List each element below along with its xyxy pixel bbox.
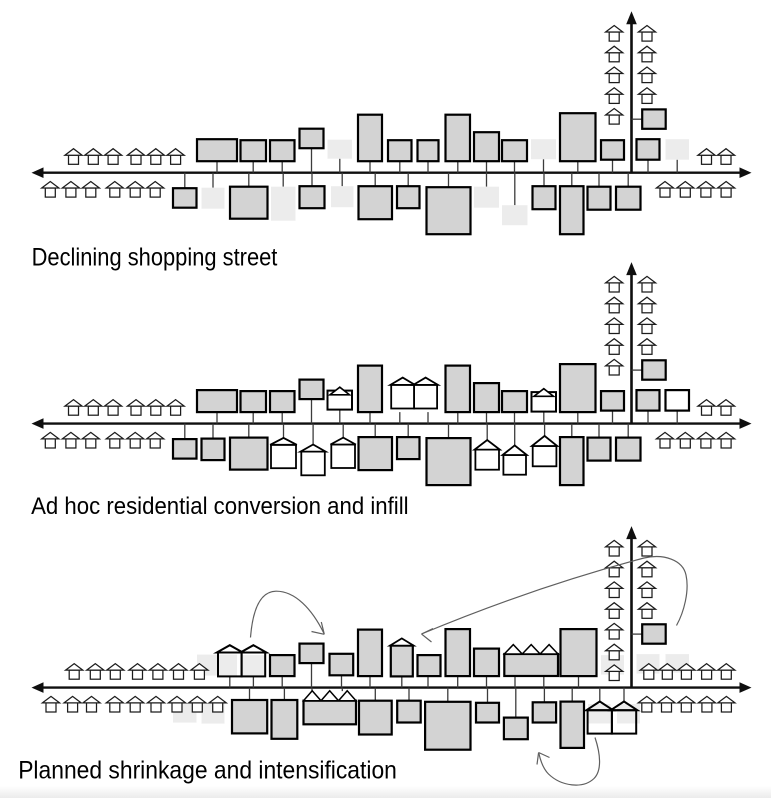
svg-text:Planned shrinkage and intensif: Planned shrinkage and intensification — [18, 756, 397, 784]
svg-text:Ad hoc residential conversion: Ad hoc residential conversion and infill — [31, 493, 409, 520]
svg-text:Declining shopping street: Declining shopping street — [32, 243, 278, 271]
